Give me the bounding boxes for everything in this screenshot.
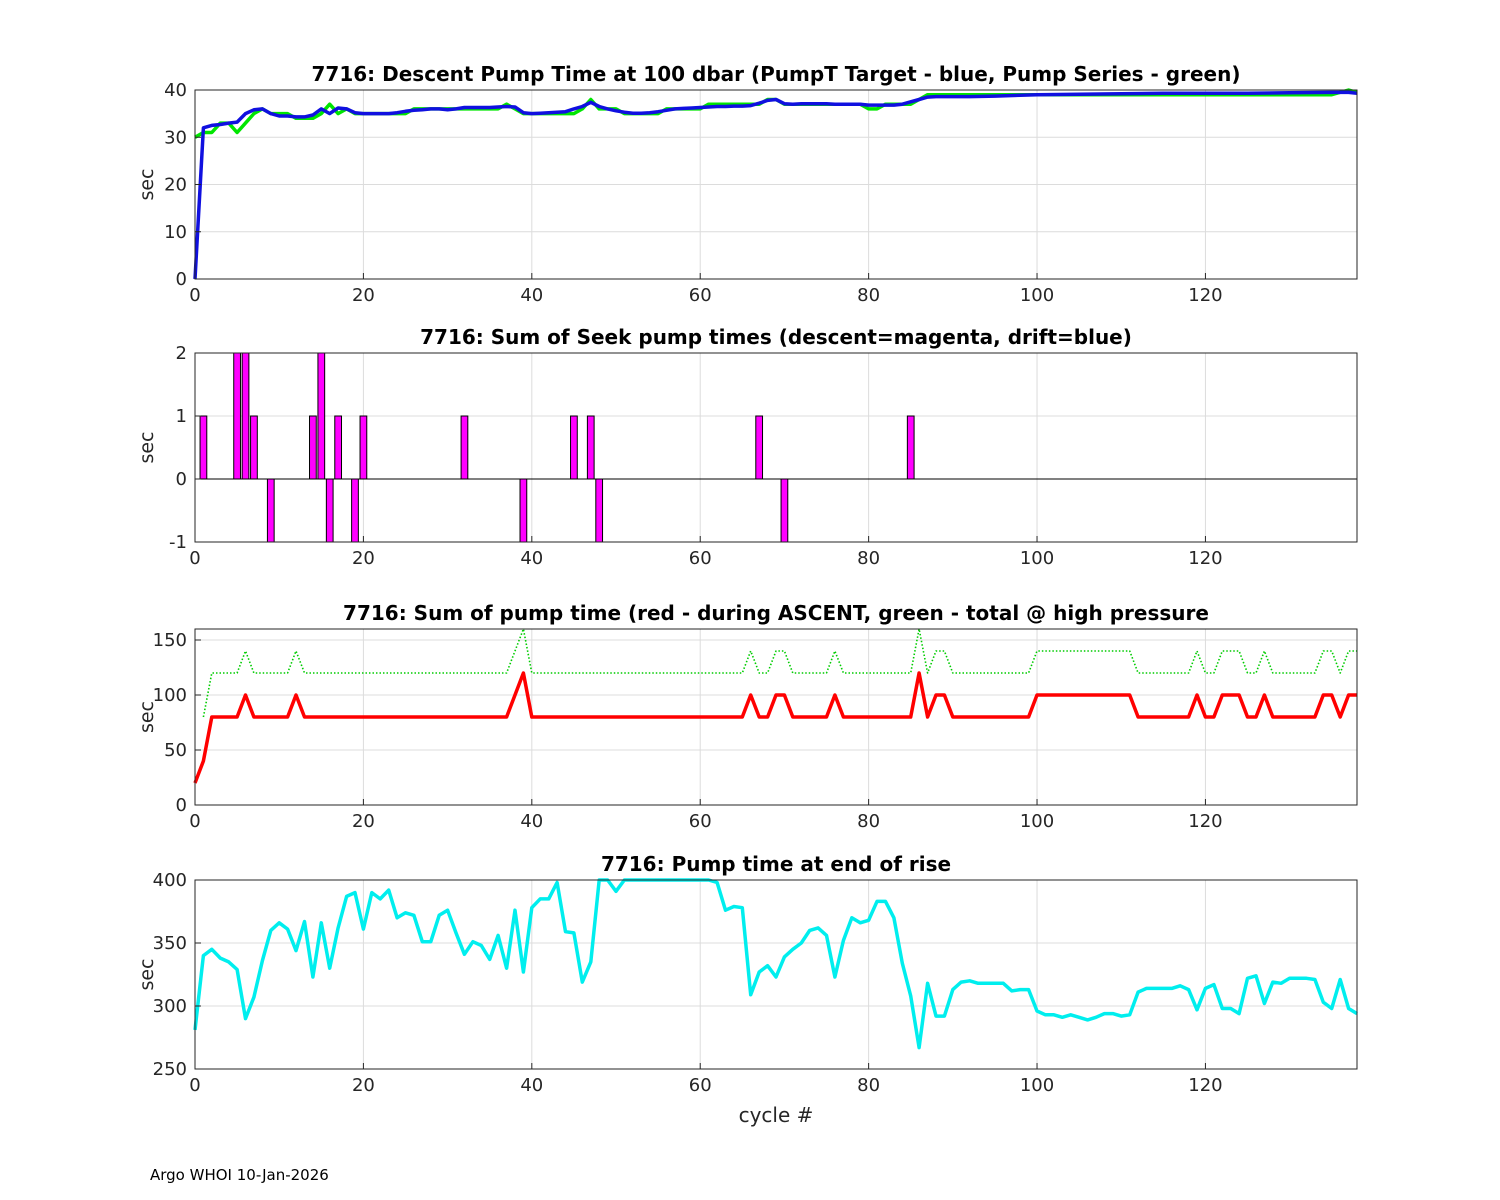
x-tick-label: 80 [857,548,880,569]
x-tick-label: 40 [520,548,543,569]
x-tick-label: 40 [520,811,543,832]
x-tick-label: 20 [352,285,375,306]
bar-mark [906,415,915,480]
y-axis-label: sec [136,958,158,990]
bar-mark [595,478,604,543]
y-tick-label: 1 [176,406,187,427]
chart-panel-3: 0 20 40 60 80 100 120 0 50 100 150 7716: Sum of pum… [136,601,1358,832]
x-tick-label: 40 [520,285,543,306]
x-tick-label: 20 [352,548,375,569]
x-tick-label: 60 [689,285,712,306]
y-tick-label: 100 [153,685,187,706]
x-tick-label: 100 [1020,1075,1054,1096]
y-tick-label: 0 [176,469,187,490]
x-tick-label: 0 [189,285,200,306]
bar-mark [325,478,334,543]
bar-mark [334,415,343,480]
y-tick-label: 250 [153,1059,187,1080]
bar-mark [586,415,595,480]
x-tick-label: 0 [189,1075,200,1096]
y-tick-label: 2 [176,343,187,364]
bar-mark [351,478,359,543]
chart-title: 7716: Descent Pump Time at 100 dbar (Pum… [312,62,1241,86]
y-tick-label: 0 [176,795,187,816]
x-tick-label: 20 [352,1075,375,1096]
y-tick-label: 40 [164,80,187,101]
y-tick-label: 300 [153,996,187,1017]
axes-box [194,628,1358,806]
chart-title: 7716: Sum of Seek pump times (descent=ma… [420,325,1132,349]
x-tick-label: 0 [189,548,200,569]
series-line-total-high-pressure [202,628,1357,718]
chart-title: 7716: Pump time at end of rise [601,852,951,876]
series-line-pump-time [193,878,1358,1050]
series-line-pumpt-target [193,90,1358,280]
x-tick-label: 120 [1188,811,1222,832]
chart-panel-4: 0 20 40 60 80 100 120 250 300 350 400 7716: Pump ti… [136,852,1358,1127]
x-tick-label: 80 [857,1075,880,1096]
x-axis-label: cycle # [739,1103,814,1127]
y-tick-label: 150 [153,630,187,651]
y-tick-label: 20 [164,175,187,196]
bar-mark [359,415,368,480]
x-tick-label: 80 [857,811,880,832]
bar-mark [317,352,326,480]
y-axis-label: sec [136,431,158,463]
chart-title: 7716: Sum of pump time (red - during ASC… [343,601,1209,625]
y-tick-label: 400 [153,870,187,891]
bar-mark [460,415,469,480]
x-tick-label: 80 [857,285,880,306]
chart-panel-1: 0 20 40 60 80 100 120 0 10 20 30 40 7716: Descent Pu… [136,62,1358,306]
series-line-during-ascent [193,671,1357,784]
x-tick-label: 60 [689,548,712,569]
bar-mark [309,415,317,480]
footer-credit: Argo WHOI 10-Jan-2026 [150,1166,329,1184]
bar-mark [199,415,208,480]
x-tick-label: 120 [1188,285,1222,306]
y-tick-label: 30 [164,127,187,148]
y-tick-label: 10 [164,222,187,243]
bar-mark [780,478,789,543]
axes-box [194,879,1358,1070]
y-axis-label: sec [136,701,158,733]
bar-mark [233,352,241,480]
x-tick-label: 100 [1020,285,1054,306]
x-tick-label: 40 [520,1075,543,1096]
y-axis-label: sec [136,168,158,200]
bar-mark [266,478,275,543]
x-tick-label: 120 [1188,548,1222,569]
x-tick-label: 100 [1020,548,1054,569]
bar-mark [241,352,250,480]
x-tick-label: 60 [689,1075,712,1096]
bar-mark [519,478,528,543]
y-tick-label: 350 [153,933,187,954]
y-tick-label: -1 [169,532,187,553]
x-tick-label: 0 [189,811,200,832]
x-tick-label: 60 [689,811,712,832]
bar-mark [250,415,258,480]
x-tick-label: 100 [1020,811,1054,832]
x-tick-label: 20 [352,811,375,832]
x-tick-label: 120 [1188,1075,1222,1096]
axes-box [194,352,1358,543]
bar-mark [755,415,764,480]
y-tick-label: 0 [176,269,187,290]
bar-mark [570,415,578,480]
y-tick-label: 50 [164,740,187,761]
